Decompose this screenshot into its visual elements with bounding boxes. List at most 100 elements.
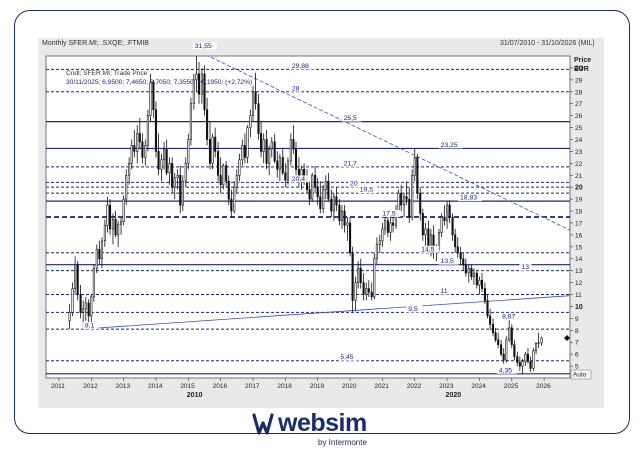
candle-body [508, 327, 511, 341]
candle-body [518, 362, 521, 367]
level-label: 8,87 [502, 313, 515, 320]
y-tick-label: 23 [575, 149, 583, 156]
level-label-bg [406, 305, 423, 313]
x-tick-label: 2017 [245, 383, 260, 390]
level-label-bg [289, 62, 314, 70]
candle-body [534, 343, 538, 351]
candle-body [486, 300, 489, 317]
candle-body [106, 204, 109, 226]
level-label-bg [500, 312, 521, 320]
candle-body [276, 160, 279, 170]
candle-body [294, 148, 298, 170]
y-tick-label: 10 [575, 304, 583, 311]
candle-body [87, 302, 90, 317]
candle-body [456, 246, 459, 254]
candle-body [513, 344, 516, 357]
candle-body [440, 216, 443, 233]
candle-body [82, 308, 85, 313]
candle-body [251, 91, 255, 116]
candle-body [338, 204, 341, 221]
level-label-bg [438, 287, 451, 295]
level-label-bg [496, 366, 517, 374]
y-tick-label: 18 [575, 209, 583, 216]
candle-body [443, 216, 446, 221]
candle-body [243, 145, 246, 158]
candle-body [284, 172, 287, 181]
candle-body [192, 79, 195, 105]
level-label-bg [348, 180, 361, 188]
y-tick-label: 27 [575, 101, 583, 108]
candle-body [502, 353, 505, 361]
y-tick-label: 6 [575, 352, 579, 359]
y-tick-label: 15 [575, 244, 583, 251]
candle-body [227, 180, 230, 200]
candle-body [179, 174, 182, 206]
level-label: 14,5 [421, 246, 434, 253]
candle-body [211, 136, 214, 164]
y-tick-label: 19 [575, 197, 583, 204]
candle-body [367, 288, 370, 293]
candle-body [108, 204, 112, 230]
candle-body [200, 73, 203, 95]
candle-body [340, 210, 344, 221]
current-price-marker [564, 334, 570, 341]
level-label: 11 [441, 288, 448, 295]
candle-body [357, 267, 360, 283]
x-tick-label: 2026 [536, 383, 551, 390]
candle-body [324, 180, 327, 190]
candle-body [122, 198, 125, 223]
candle-body [373, 258, 376, 298]
candle-body [292, 139, 295, 150]
candle-body [100, 240, 104, 260]
candle-body [521, 361, 524, 367]
candle-body [537, 342, 540, 344]
candle-body [540, 337, 543, 344]
candle-body [238, 159, 241, 176]
chart-title: Monthly SFER.MI; .SXQE; .FTMIB [42, 40, 149, 47]
level-label-bg [289, 84, 302, 92]
candle-body [510, 327, 513, 345]
trendline [81, 295, 570, 330]
candle-body [181, 180, 184, 206]
level-label: 19,5 [360, 187, 373, 194]
decade-label: 2010 [187, 392, 203, 399]
candle-body [446, 204, 449, 221]
candle-body [497, 339, 500, 345]
candle-body [505, 339, 508, 361]
candle-body [532, 350, 535, 369]
candle-body [311, 174, 314, 200]
y-tick-label: 14 [575, 256, 583, 263]
candle-body [152, 81, 155, 110]
level-label: 21,7 [344, 160, 357, 167]
candle-body [184, 163, 187, 182]
candle-body [76, 264, 79, 295]
candle-body [419, 192, 422, 214]
candle-body [165, 148, 168, 174]
trendline [207, 56, 570, 231]
candle-body [189, 103, 192, 140]
candle-body [354, 282, 357, 301]
level-label-bg [380, 210, 401, 217]
level-label: 25,5 [344, 115, 357, 122]
x-tick-label: 2019 [310, 383, 325, 390]
candle-body [197, 73, 201, 95]
date-range: 31/07/2010 - 31/10/2026 (MIL) [500, 40, 595, 47]
level-label-bg [192, 42, 217, 50]
candle-body [480, 279, 484, 289]
candle-body [160, 159, 163, 170]
candle-body [289, 139, 292, 162]
candle-body [281, 157, 284, 174]
candle-body [90, 296, 93, 317]
candle-body [157, 151, 160, 170]
candle-body [257, 103, 260, 134]
candle-body [214, 136, 217, 152]
candle-body [270, 141, 273, 150]
candle-body [173, 177, 176, 188]
candle-body [154, 109, 158, 152]
candle-body [92, 267, 95, 298]
candle-body [225, 165, 228, 182]
candle-body [392, 222, 395, 226]
level-label: 9,5 [408, 306, 418, 313]
candle-body [464, 264, 467, 274]
